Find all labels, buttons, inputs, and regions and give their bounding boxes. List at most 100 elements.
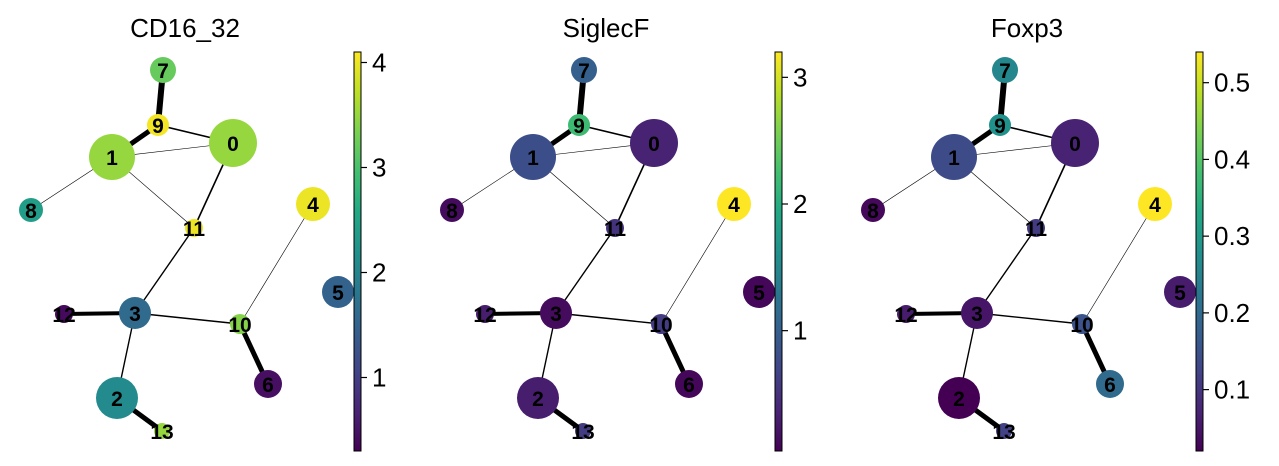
colorbar [1195, 51, 1204, 452]
node-13 [154, 423, 170, 439]
node-4 [1138, 187, 1172, 221]
node-7 [571, 57, 597, 83]
node-label-10: 10 [228, 314, 251, 337]
node-12 [476, 305, 494, 323]
node-13 [575, 423, 591, 439]
node-10 [230, 314, 250, 334]
node-5 [1164, 276, 1196, 308]
node-3 [119, 297, 151, 329]
node-1 [510, 134, 556, 180]
node-label-4: 4 [1149, 194, 1161, 217]
node-10 [1072, 314, 1092, 334]
node-label-6: 6 [1104, 374, 1116, 397]
edge-11-3 [976, 227, 1037, 314]
node-label-13: 13 [571, 421, 594, 444]
node-label-3: 3 [129, 303, 141, 326]
node-8 [19, 198, 43, 222]
node-6 [254, 370, 282, 398]
node-label-8: 8 [867, 200, 879, 223]
node-label-3: 3 [550, 303, 562, 326]
colorbar-tick-label: 0.4 [1214, 144, 1250, 174]
node-label-5: 5 [753, 282, 765, 305]
node-label-10: 10 [649, 314, 672, 337]
node-2 [96, 377, 138, 419]
colorbar-tick-label: 4 [372, 48, 386, 78]
node-10 [651, 314, 671, 334]
node-label-11: 11 [604, 218, 627, 241]
node-label-9: 9 [994, 115, 1006, 138]
node-3 [961, 297, 993, 329]
edge-11-3 [555, 227, 616, 314]
colorbar-tick-label: 0.2 [1214, 298, 1250, 328]
node-3 [540, 297, 572, 329]
node-9 [147, 114, 169, 136]
node-label-13: 13 [992, 421, 1015, 444]
node-label-5: 5 [332, 282, 344, 305]
node-label-7: 7 [578, 60, 590, 83]
node-label-12: 12 [52, 304, 75, 327]
colorbar-tick-label: 3 [793, 62, 807, 92]
node-7 [150, 57, 176, 83]
node-6 [1096, 370, 1124, 398]
node-9 [989, 114, 1011, 136]
node-label-8: 8 [446, 200, 458, 223]
node-8 [440, 198, 464, 222]
node-label-3: 3 [971, 303, 983, 326]
node-12 [897, 305, 915, 323]
node-5 [322, 276, 354, 308]
node-label-2: 2 [111, 388, 123, 411]
node-2 [517, 377, 559, 419]
node-9 [568, 114, 590, 136]
node-12 [55, 305, 73, 323]
panel-title: SiglecF [563, 13, 650, 43]
colorbar-tick-label: 0.5 [1214, 68, 1250, 98]
node-label-4: 4 [307, 194, 319, 217]
node-label-1: 1 [106, 147, 118, 170]
node-label-13: 13 [150, 421, 173, 444]
node-label-2: 2 [532, 388, 544, 411]
panel-title: Foxp3 [991, 13, 1063, 43]
panel-title: CD16_32 [130, 13, 240, 43]
node-7 [992, 57, 1018, 83]
node-13 [996, 423, 1012, 439]
node-11 [606, 219, 624, 237]
node-label-7: 7 [999, 60, 1011, 83]
colorbar-tick-label: 0.1 [1214, 375, 1250, 405]
node-label-4: 4 [728, 194, 740, 217]
node-label-0: 0 [227, 133, 239, 156]
node-label-1: 1 [948, 147, 960, 170]
node-label-10: 10 [1070, 314, 1093, 337]
node-label-9: 9 [573, 115, 585, 138]
node-label-11: 11 [1025, 218, 1048, 241]
node-8 [861, 198, 885, 222]
node-label-8: 8 [25, 200, 37, 223]
node-label-6: 6 [262, 374, 274, 397]
node-label-11: 11 [183, 218, 206, 241]
node-label-12: 12 [473, 304, 496, 327]
node-label-6: 6 [683, 374, 695, 397]
colorbar-tick-label: 2 [793, 189, 807, 219]
node-0 [630, 119, 678, 167]
node-0 [1051, 119, 1099, 167]
edge-3-10 [134, 312, 241, 325]
node-label-0: 0 [1069, 133, 1081, 156]
node-5 [743, 276, 775, 308]
node-label-12: 12 [894, 304, 917, 327]
node-label-2: 2 [953, 388, 965, 411]
node-label-7: 7 [157, 60, 169, 83]
edge-3-10 [976, 312, 1083, 325]
node-11 [1027, 219, 1045, 237]
node-2 [938, 377, 980, 419]
colorbar [353, 51, 362, 452]
edge-10-4 [1081, 203, 1156, 325]
node-label-9: 9 [152, 115, 164, 138]
node-6 [675, 370, 703, 398]
node-1 [931, 134, 977, 180]
colorbar-tick-label: 3 [372, 153, 386, 183]
node-4 [296, 187, 330, 221]
edge-11-3 [134, 227, 195, 314]
edge-10-4 [660, 203, 735, 325]
